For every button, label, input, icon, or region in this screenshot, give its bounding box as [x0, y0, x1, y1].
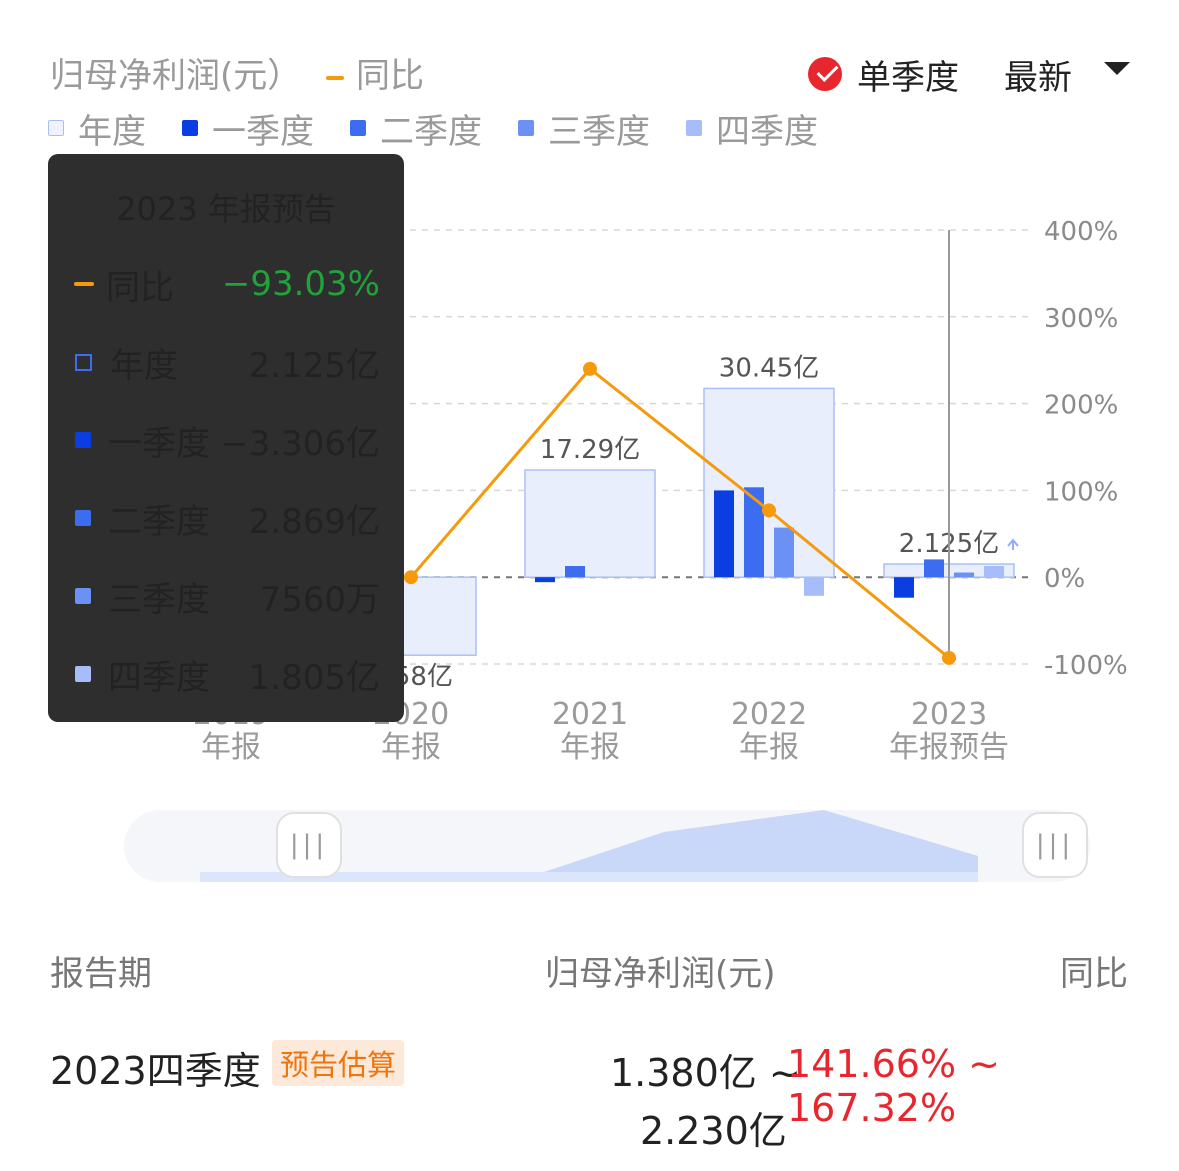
- legend-item-q2[interactable]: 二季度: [350, 104, 482, 153]
- caret-down-icon[interactable]: [1104, 62, 1130, 75]
- metric-title: 归母净利润(元）: [50, 56, 302, 96]
- tooltip-row-value: −3.306亿: [220, 423, 380, 464]
- annual-bar-label: 30.45亿: [719, 353, 819, 383]
- tooltip-row-label: 同比: [106, 267, 174, 308]
- legend-label: 年度: [78, 111, 146, 152]
- single-quarter-label[interactable]: 单季度: [857, 58, 959, 98]
- tooltip-row: 同比 −93.03%: [70, 262, 380, 308]
- quarter-bar: [954, 572, 974, 578]
- tooltip-row-label: 三季度: [108, 579, 210, 620]
- right-tick-label: 200%: [1044, 391, 1118, 421]
- right-tick-label: -100%: [1044, 651, 1128, 681]
- tooltip-row-value: 1.805亿: [248, 657, 380, 698]
- chart-legend: 年度 一季度 二季度 三季度 四季度: [48, 104, 854, 153]
- x-tick-label: 年报: [381, 730, 441, 765]
- yoy-line: [409, 366, 950, 660]
- annual-bar-label: 17.29亿: [540, 435, 640, 465]
- tooltip-row: 四季度 1.805亿: [70, 652, 380, 698]
- legend-item-q1[interactable]: 一季度: [182, 104, 314, 153]
- tooltip-title: 2023 年报预告: [116, 190, 336, 228]
- x-tick-label: 2022: [731, 697, 807, 732]
- tooltip-row-label: 一季度: [108, 423, 210, 464]
- quarter-bar: [565, 566, 585, 578]
- right-tick-label: 300%: [1044, 304, 1118, 334]
- single-quarter-checkbox[interactable]: [808, 57, 842, 91]
- tooltip-row-label: 年度: [110, 345, 178, 386]
- legend-swatch: [350, 120, 366, 136]
- latest-dropdown[interactable]: 最新: [1004, 58, 1072, 98]
- yoy-point: [583, 361, 597, 376]
- line-marker-icon: [74, 282, 94, 286]
- quarter-bar: [535, 577, 555, 583]
- legend-swatch: [48, 120, 64, 136]
- tooltip-row-label: 二季度: [108, 501, 210, 542]
- slider-handle-left[interactable]: |||: [276, 812, 342, 878]
- square-marker-icon: [75, 432, 91, 448]
- tooltip-row: 二季度 2.869亿: [70, 496, 380, 542]
- tooltip-row-value: 7560万: [259, 579, 380, 620]
- yoy-legend-label: 同比: [356, 56, 424, 96]
- tooltip-row-label: 四季度: [108, 657, 210, 698]
- tooltip-row-value: 2.125亿: [248, 345, 380, 386]
- yoy-point: [762, 503, 776, 518]
- x-tick-label: 年报预告: [889, 730, 1009, 765]
- x-tick-label: 2023: [911, 697, 987, 732]
- tooltip-row: 三季度 7560万: [70, 574, 380, 620]
- quarter-bar: [804, 577, 824, 596]
- yoy-legend[interactable]: 同比: [326, 48, 424, 97]
- row-period: 2023四季度: [50, 1049, 261, 1093]
- range-slider-preview: [200, 810, 978, 882]
- legend-label: 二季度: [380, 111, 482, 152]
- col-header-yoy: 同比: [1060, 954, 1128, 994]
- yoy-point: [942, 650, 956, 665]
- square-marker-icon: [75, 353, 92, 371]
- tooltip-row: 一季度 −3.306亿: [70, 418, 380, 464]
- col-header-profit: 归母净利润(元): [545, 954, 776, 994]
- annual-bar: [524, 469, 656, 578]
- quarter-bar: [774, 527, 794, 578]
- quarter-bar: [744, 487, 764, 578]
- yoy-point: [404, 570, 418, 585]
- yoy-line-icon: [326, 75, 344, 80]
- tooltip-row-value: −93.03%: [221, 264, 380, 304]
- square-marker-icon: [75, 510, 91, 526]
- quarter-bar: [984, 566, 1004, 578]
- x-tick-label: 2021: [552, 697, 628, 732]
- x-tick-label: 年报: [739, 730, 799, 765]
- quarter-bar: [714, 490, 734, 578]
- tooltip-row-value: 2.869亿: [248, 501, 380, 542]
- legend-item-q3[interactable]: 三季度: [518, 104, 650, 153]
- legend-label: 四季度: [716, 111, 818, 152]
- legend-item-annual[interactable]: 年度: [48, 104, 146, 153]
- arrow-up-icon: [1007, 538, 1019, 550]
- slider-handle-right[interactable]: |||: [1022, 812, 1088, 878]
- right-tick-label: 100%: [1044, 477, 1118, 507]
- profit-range-low: 1.380亿 ~: [610, 1051, 801, 1095]
- legend-item-q4[interactable]: 四季度: [686, 104, 818, 153]
- col-header-period: 报告期: [50, 954, 152, 994]
- legend-swatch: [182, 120, 198, 136]
- forecast-badge: 预告估算: [272, 1040, 405, 1086]
- legend-swatch: [518, 120, 534, 136]
- right-tick-label: 400%: [1044, 217, 1118, 247]
- chart-tooltip: [48, 154, 404, 722]
- quarter-bar: [924, 559, 944, 578]
- square-marker-icon: [75, 666, 91, 682]
- yoy-range: 141.66% ~ 167.32%: [787, 1042, 1000, 1130]
- x-tick-label: 年报: [201, 730, 261, 765]
- legend-label: 一季度: [212, 111, 314, 152]
- legend-label: 三季度: [548, 111, 650, 152]
- quarter-bar: [894, 577, 914, 598]
- tooltip-row: 年度 2.125亿: [70, 340, 380, 386]
- profit-range-high: 2.230亿: [640, 1109, 787, 1153]
- right-tick-label: 0%: [1044, 564, 1085, 594]
- square-marker-icon: [75, 588, 91, 604]
- x-tick-label: 年报: [560, 730, 620, 765]
- legend-swatch: [686, 120, 702, 136]
